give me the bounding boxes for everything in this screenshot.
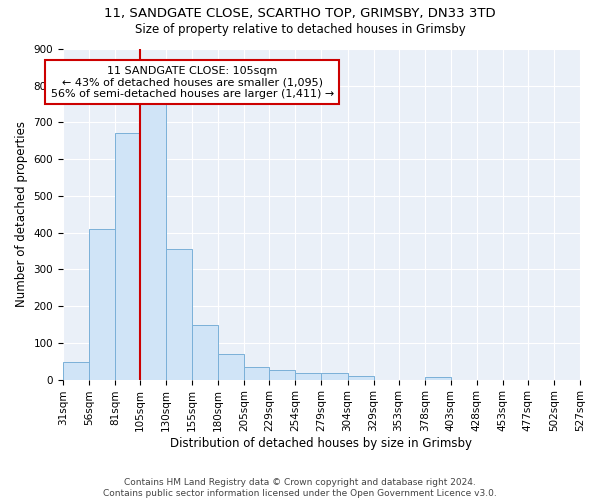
Bar [63, 362, 89, 380]
Bar [115, 134, 140, 380]
Bar [244, 366, 269, 380]
Bar [425, 376, 451, 380]
X-axis label: Distribution of detached houses by size in Grimsby: Distribution of detached houses by size … [170, 437, 472, 450]
Bar [269, 370, 295, 380]
Bar [89, 229, 115, 380]
Text: 11, SANDGATE CLOSE, SCARTHO TOP, GRIMSBY, DN33 3TD: 11, SANDGATE CLOSE, SCARTHO TOP, GRIMSBY… [104, 8, 496, 20]
Bar [295, 374, 322, 380]
Bar [218, 354, 244, 380]
Text: Contains HM Land Registry data © Crown copyright and database right 2024.
Contai: Contains HM Land Registry data © Crown c… [103, 478, 497, 498]
Y-axis label: Number of detached properties: Number of detached properties [15, 122, 28, 308]
Bar [347, 376, 374, 380]
Bar [322, 374, 347, 380]
Bar [192, 325, 218, 380]
Text: 11 SANDGATE CLOSE: 105sqm
← 43% of detached houses are smaller (1,095)
56% of se: 11 SANDGATE CLOSE: 105sqm ← 43% of detac… [50, 66, 334, 98]
Text: Size of property relative to detached houses in Grimsby: Size of property relative to detached ho… [134, 22, 466, 36]
Bar [166, 249, 192, 380]
Bar [140, 104, 166, 380]
